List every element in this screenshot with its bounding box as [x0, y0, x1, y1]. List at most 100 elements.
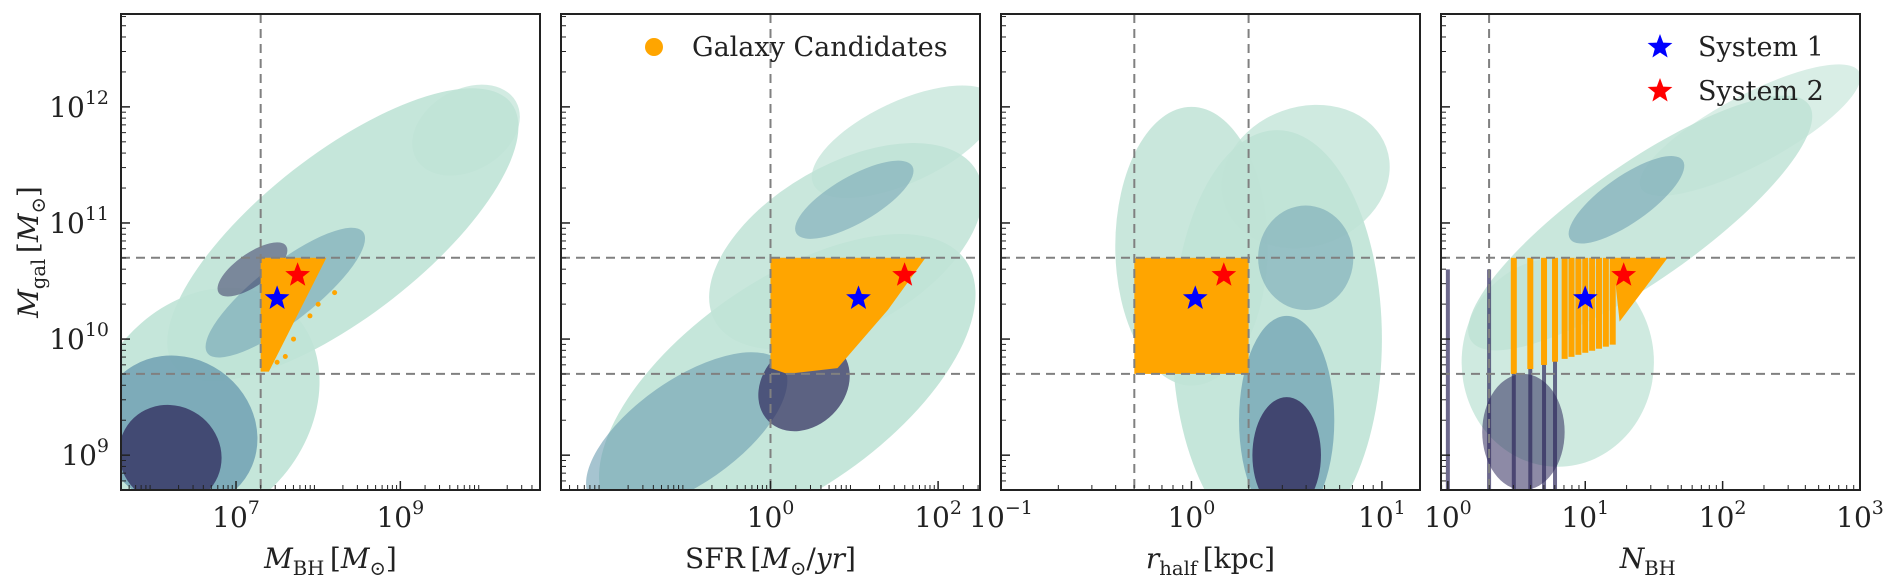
- candidate-point: [291, 336, 297, 342]
- density-region: [586, 352, 788, 490]
- y-tick-label: 109: [61, 435, 109, 472]
- x-axis-label-base: N: [1619, 542, 1646, 575]
- x-axis-label: rhalf [kpc]: [1146, 542, 1275, 580]
- plot-frame: [120, 13, 541, 491]
- plot-content: [1001, 14, 1420, 490]
- density-region: [1221, 104, 1390, 249]
- x-tick-label-exp: 1: [1597, 497, 1609, 519]
- x-tick-label-base: 10: [747, 501, 783, 534]
- x-tick-label-base: 10: [1358, 501, 1394, 534]
- y-axis-label-base: M: [12, 288, 45, 319]
- y-tick-label-base: 10: [49, 323, 85, 356]
- x-tick-label: 103: [1836, 497, 1884, 534]
- x-axis-label-unit-end: ]: [386, 542, 397, 575]
- system-1-marker: [846, 285, 871, 309]
- x-tick-label: 10−1: [969, 497, 1033, 534]
- density-column: [1445, 269, 1450, 490]
- x-axis-label-unit: [: [750, 542, 761, 575]
- x-axis-label: SFR [M⊙/yr]: [685, 542, 856, 580]
- candidate-column: [1602, 257, 1609, 347]
- x-tick-label: 101: [1561, 497, 1609, 534]
- y-axis-label-unit-sub: ⊙: [27, 197, 50, 213]
- density-region: [121, 404, 222, 490]
- y-tick-label-exp: 11: [85, 203, 109, 225]
- x-axis-label-unit: [kpc]: [1203, 542, 1275, 575]
- density-region: [1482, 373, 1565, 490]
- y-tick-label-exp: 10: [85, 319, 109, 341]
- x-tick-label-exp: 2: [950, 497, 962, 519]
- legend-label: System 1: [1698, 32, 1824, 63]
- x-tick-label-exp: 0: [782, 497, 794, 519]
- density-column: [1528, 269, 1533, 490]
- x-tick-label: 100: [747, 497, 795, 534]
- system-2-marker: [1611, 262, 1637, 286]
- candidate-column: [1589, 257, 1596, 351]
- y-tick-label-exp: 12: [85, 87, 109, 109]
- x-axis-label: MBH [M⊙]: [263, 542, 397, 580]
- x-axis-label-unit-sub: ⊙: [370, 557, 386, 580]
- x-tick-label-exp: 9: [412, 497, 424, 519]
- x-tick-label-base: 10: [1168, 501, 1204, 534]
- y-axis-label-sub: gal: [27, 259, 50, 290]
- galaxy-candidates: [770, 257, 926, 374]
- legend: System 1 System 2: [1647, 32, 1824, 107]
- x-axis-label: NBH: [1619, 542, 1682, 580]
- x-axis-label-sub: BH: [1644, 557, 1676, 580]
- candidate-point: [282, 353, 288, 359]
- candidate-column: [1510, 257, 1517, 374]
- x-axis-label-unit-sub: ⊙: [790, 557, 806, 580]
- density-column: [1511, 269, 1516, 490]
- candidate-column: [1541, 257, 1548, 365]
- x-axis-label-space: [1676, 542, 1682, 575]
- x-tick-label-base: 10: [1836, 501, 1872, 534]
- x-axis-label-unit-yr: yr: [814, 542, 847, 575]
- x-axis-label-base: M: [263, 542, 294, 575]
- y-tick-label: 1010: [49, 319, 109, 356]
- candidate-area: [1134, 257, 1249, 374]
- y-tick-label-base: 10: [49, 91, 85, 124]
- x-axis-label-base: SFR: [685, 542, 746, 575]
- density-region: [217, 242, 288, 297]
- x-tick-label-base: 10: [914, 501, 950, 534]
- x-tick-label: 102: [1699, 497, 1747, 534]
- x-tick-label-base: 10: [969, 501, 1005, 534]
- density-region: [811, 85, 980, 198]
- density-region: [1252, 397, 1321, 490]
- candidate-column: [1552, 257, 1559, 362]
- candidate-column: [1561, 257, 1568, 359]
- x-tick-label-base: 10: [1699, 501, 1735, 534]
- x-tick-label-base: 10: [1561, 501, 1597, 534]
- x-axis-label-unit-close: ]: [845, 542, 856, 575]
- x-axis-label-sub: half: [1159, 557, 1199, 580]
- x-tick-label-exp: 7: [248, 497, 260, 519]
- candidate-column: [1582, 257, 1589, 353]
- system-2-marker: [892, 262, 917, 286]
- density-region: [1568, 156, 1685, 244]
- plot-content: [121, 14, 540, 490]
- x-tick-label: 100: [1168, 497, 1216, 534]
- x-tick-label-exp: 1: [1394, 497, 1406, 519]
- x-axis-label-unit-m: M: [340, 542, 371, 575]
- x-tick-label: 109: [376, 497, 424, 534]
- x-tick-label-base: 10: [212, 501, 248, 534]
- candidate-column: [1527, 257, 1534, 370]
- plot-content: [1441, 14, 1860, 490]
- x-tick-label-base: 10: [376, 501, 412, 534]
- density-region: [412, 84, 520, 176]
- y-axis-label-unit: [: [12, 242, 45, 253]
- system-2-marker: [285, 262, 310, 286]
- galaxy-candidates: [1134, 257, 1249, 374]
- density-column: [1542, 269, 1547, 490]
- legend-marker-system-1: [1647, 34, 1673, 58]
- legend-marker-system-2: [1647, 78, 1673, 102]
- y-axis-label-unit-end: ]: [12, 186, 45, 197]
- candidate-point: [307, 313, 313, 319]
- system-1-marker: [264, 285, 290, 309]
- x-axis-label-base: r: [1146, 542, 1161, 575]
- candidate-area: [770, 257, 926, 374]
